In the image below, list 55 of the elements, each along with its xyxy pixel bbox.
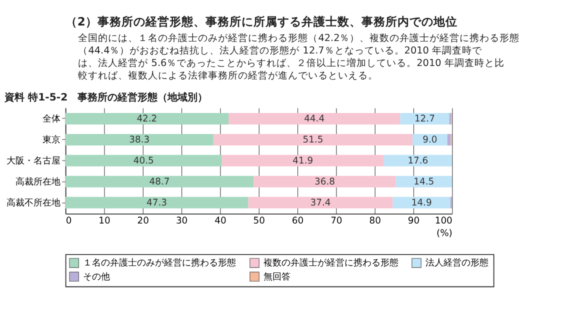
bar bbox=[447, 134, 451, 146]
data-label: 37.4 bbox=[310, 197, 331, 208]
bar bbox=[65, 176, 254, 188]
x-tick-label: 100 bbox=[434, 215, 453, 226]
data-label: 17.6 bbox=[408, 155, 428, 166]
y-tick-label: 全体 bbox=[42, 114, 60, 125]
x-tick-label: 30 bbox=[176, 215, 188, 226]
chart-title: 資料 特1-5-2 事務所の経営形態（地域別） bbox=[4, 91, 208, 104]
bar bbox=[248, 196, 393, 208]
y-tick-label: 東京 bbox=[42, 134, 60, 146]
y-tick-label: 大阪・名古屋 bbox=[6, 155, 60, 166]
legend-label: 法人経営の形態 bbox=[425, 258, 488, 269]
x-tick-label: 70 bbox=[330, 215, 342, 226]
data-label: 51.5 bbox=[302, 134, 324, 146]
data-label: 42.2 bbox=[136, 114, 158, 125]
legend-label: 無回答 bbox=[263, 271, 290, 282]
data-label: 40.5 bbox=[133, 155, 154, 166]
x-axis-title: (%) bbox=[436, 228, 452, 240]
bar bbox=[392, 196, 450, 208]
bar bbox=[396, 176, 452, 188]
bar bbox=[65, 196, 248, 208]
text: 全国的には、１名の弁護士のみが経営に携わる形態（42.2％）、複数の弁護士が経営に携わる形態（44.4％）がおおむね拮抗し、法人経営の形態が 12.7％となっている。2010 年調査時では、法人経営が 5.6％であったことからすれば、２倍以上に増加している。2010 年調査時と比較すれば、複数人による法律事務所の経営が進んでいるといえる。 bbox=[78, 32, 520, 82]
data-label: 48.7 bbox=[149, 176, 170, 188]
data-label: 14.9 bbox=[411, 197, 432, 208]
data-label: 41.9 bbox=[292, 155, 314, 166]
data-label: 44.4 bbox=[304, 114, 325, 125]
x-tick-label: 0 bbox=[66, 215, 72, 226]
bar bbox=[65, 112, 228, 125]
data-label: 14.5 bbox=[414, 176, 434, 188]
bar bbox=[228, 112, 400, 125]
bar bbox=[65, 154, 222, 166]
data-label: 47.3 bbox=[146, 197, 168, 208]
x-tick-label: 50 bbox=[253, 215, 266, 226]
legend-label: １名の弁護士のみが経営に携わる形態 bbox=[82, 258, 236, 269]
bar bbox=[400, 112, 450, 125]
bar bbox=[213, 134, 413, 146]
bar bbox=[254, 176, 396, 188]
bar bbox=[65, 134, 214, 146]
x-tick-label: 80 bbox=[369, 215, 382, 226]
x-tick-label: 60 bbox=[292, 215, 304, 226]
legend-label: その他 bbox=[82, 271, 110, 282]
data-label: 38.3 bbox=[129, 134, 150, 146]
bar bbox=[222, 154, 384, 166]
y-tick-label: 高裁所在地 bbox=[15, 176, 60, 188]
x-tick-label: 10 bbox=[98, 215, 110, 226]
x-tick-label: 90 bbox=[408, 215, 420, 226]
x-tick-label: 20 bbox=[137, 215, 150, 226]
text: （2）事務所の経営形態、事務所に所属する弁護士数、事務所内での地位 bbox=[65, 14, 458, 29]
data-label: 9.0 bbox=[422, 134, 438, 146]
data-label: 36.8 bbox=[314, 176, 336, 188]
bar bbox=[384, 154, 452, 166]
legend-label: 複数の弁護士が経営に携わる形態 bbox=[263, 258, 398, 269]
data-label: 12.7 bbox=[414, 114, 436, 125]
x-tick-label: 40 bbox=[214, 215, 226, 226]
y-tick-label: 高裁不所在地 bbox=[6, 197, 60, 208]
